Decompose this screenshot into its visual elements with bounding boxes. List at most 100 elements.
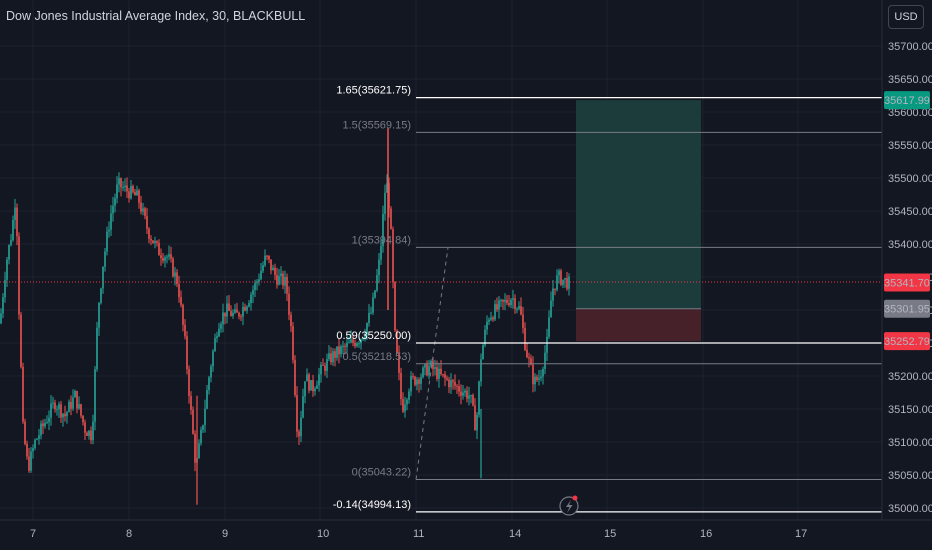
candle-body [374, 290, 376, 298]
take-profit-zone[interactable] [576, 100, 701, 309]
candle-body [14, 207, 16, 221]
candle-body [532, 364, 534, 385]
candle-body [66, 412, 68, 417]
grid-lines [0, 0, 882, 520]
candle-body [122, 187, 124, 189]
candle-body [34, 439, 36, 449]
candle-body [476, 414, 478, 431]
candle-body [302, 396, 304, 418]
candle-body [206, 390, 208, 409]
candle-body [108, 229, 110, 232]
candle-body [274, 267, 276, 276]
candle-body [554, 288, 556, 290]
candle-body [336, 346, 338, 358]
candle-body [106, 231, 108, 252]
candle-body [284, 277, 286, 286]
candle-body [492, 317, 494, 320]
candle-body [258, 279, 260, 282]
candle-body [290, 314, 292, 327]
candle-body [138, 190, 140, 203]
candle-body [538, 378, 540, 380]
price-tick-label: 35700.00 [888, 41, 932, 53]
candle-body [20, 314, 22, 367]
candle-body [250, 294, 252, 304]
candle-body [194, 433, 196, 463]
candle-body [540, 376, 542, 379]
price-axis[interactable]: 35700.00 35650.00 35600.00 35550.00 35500.00… [881, 0, 932, 520]
candle-body [504, 299, 506, 302]
candle-body [382, 213, 384, 247]
currency-button[interactable]: USD [888, 5, 924, 29]
candle-body [158, 242, 160, 256]
candle-body [344, 345, 346, 347]
candle-body [568, 276, 570, 289]
candle-body [566, 278, 568, 289]
candle-body [310, 380, 312, 391]
fib-level-label: 1.65(35621.75) [336, 85, 411, 97]
candle-body [514, 298, 516, 309]
candle-body [218, 328, 220, 337]
candle-body [132, 186, 134, 192]
fib-level-label: 1.5(35569.15) [343, 119, 412, 131]
candle-body [88, 430, 90, 436]
candle-body [216, 336, 218, 339]
candle-body [144, 208, 146, 217]
candle-body [324, 365, 326, 371]
candle-body [130, 186, 132, 199]
fib-level-label: -0.14(34994.13) [333, 499, 411, 511]
candle-body [416, 379, 418, 385]
candle-body [188, 369, 190, 396]
candle-body [398, 352, 400, 373]
candle-body [94, 369, 96, 422]
candle-body [486, 321, 488, 330]
price-tick-label: 35050.00 [888, 470, 932, 482]
candlestick-series [0, 128, 570, 505]
candle-body [450, 380, 452, 388]
candle-body [90, 430, 92, 441]
price-tick-label: 35650.00 [888, 74, 932, 86]
candle-body [124, 185, 126, 188]
candle-body [512, 298, 514, 300]
candle-body [166, 256, 168, 258]
candle-body [140, 202, 142, 212]
stop-loss-zone[interactable] [576, 308, 701, 342]
candle-body [152, 240, 154, 244]
candle-body [230, 310, 232, 317]
candle-body [300, 417, 302, 437]
candle-body [4, 279, 6, 298]
candle-body [488, 319, 490, 322]
candle-body [358, 343, 360, 345]
candle-body [480, 359, 482, 382]
candle-body [308, 374, 310, 391]
candle-body [518, 306, 520, 309]
candle-body [428, 365, 430, 376]
candle-body [294, 359, 296, 396]
lightning-alert-icon[interactable] [559, 495, 579, 516]
candle-body [408, 391, 410, 400]
candle-body [332, 351, 334, 363]
candle-body [128, 191, 130, 199]
time-tick-label: 17 [795, 528, 807, 540]
candle-body [400, 372, 402, 400]
candle-body [386, 183, 388, 193]
candle-body [114, 198, 116, 206]
candle-body [524, 327, 526, 350]
candle-body [142, 208, 144, 212]
position-zones[interactable] [576, 100, 701, 342]
candle-body [356, 343, 358, 347]
candle-body [248, 303, 250, 307]
candle-body [474, 405, 476, 431]
candle-body [530, 358, 532, 365]
time-tick-label: 9 [222, 528, 228, 540]
candle-body [24, 421, 26, 444]
candle-body [192, 409, 194, 434]
candle-body [46, 422, 48, 424]
candle-body [200, 429, 202, 444]
fibonacci-retracement[interactable]: 1.65(35621.75) 1.5(35569.15) 1(35394.84) 0.… [333, 85, 882, 513]
candle-body [118, 178, 120, 185]
time-axis[interactable]: 7 8 9 10 11 14 15 16 17 [0, 519, 932, 540]
candle-body [60, 404, 62, 418]
time-tick-label: 11 [413, 528, 424, 540]
candle-body [464, 390, 466, 393]
